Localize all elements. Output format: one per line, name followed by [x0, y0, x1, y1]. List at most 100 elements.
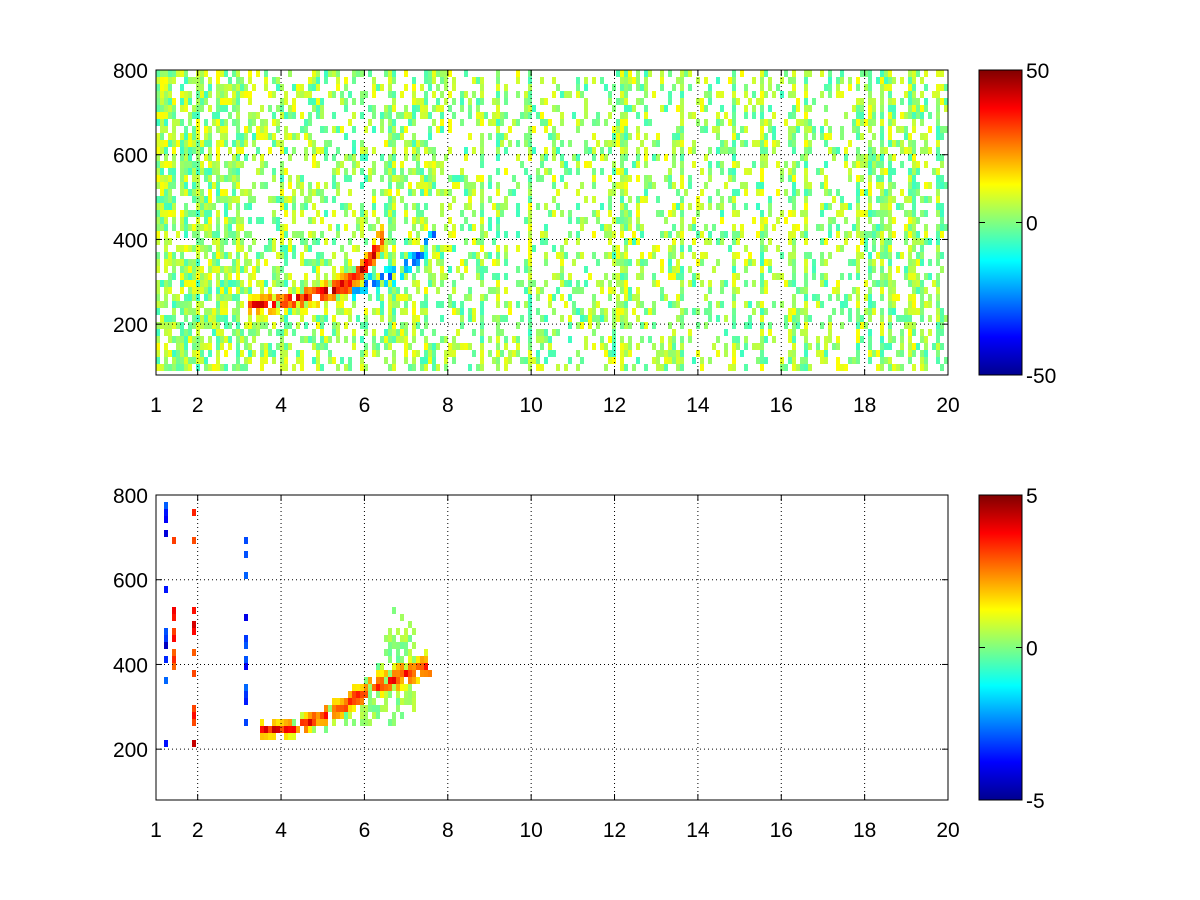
heatmap-cell	[360, 182, 364, 189]
heatmap-cell	[300, 308, 304, 315]
heatmap-cell	[172, 259, 176, 266]
heatmap-cell	[760, 154, 764, 161]
heatmap-cell	[692, 238, 696, 245]
heatmap-cell	[696, 308, 700, 315]
heatmap-cell	[880, 287, 884, 294]
heatmap-cell	[720, 301, 724, 308]
heatmap-cell	[392, 635, 396, 642]
heatmap-cell	[628, 210, 632, 217]
heatmap-cell	[440, 168, 444, 175]
heatmap-cell	[216, 245, 220, 252]
heatmap-cell	[228, 322, 232, 329]
heatmap-cell	[688, 266, 692, 273]
heatmap-cell	[340, 203, 344, 210]
heatmap-cell	[676, 77, 680, 84]
heatmap-cell	[504, 301, 508, 308]
heatmap-cell	[772, 301, 776, 308]
heatmap-cell	[868, 266, 872, 273]
heatmap-cell	[264, 70, 268, 77]
heatmap-cell	[300, 301, 304, 308]
heatmap-cell	[332, 315, 336, 322]
grid-lines-bottom	[156, 494, 948, 800]
heatmap-cell	[548, 168, 552, 175]
heatmap-cell	[620, 336, 624, 343]
heatmap-cell	[940, 210, 944, 217]
heatmap-cell	[416, 315, 420, 322]
heatmap-cell	[220, 343, 224, 350]
heatmap-cell	[184, 308, 188, 315]
heatmap-cell	[164, 516, 168, 523]
heatmap-cell	[892, 336, 896, 343]
heatmap-cell	[164, 642, 168, 649]
heatmap-cell	[192, 231, 196, 238]
heatmap-cell	[724, 140, 728, 147]
heatmap-cell	[796, 308, 800, 315]
heatmap-cell	[480, 210, 484, 217]
heatmap-cell	[908, 168, 912, 175]
heatmap-cell	[280, 238, 284, 245]
heatmap-cell	[592, 147, 596, 154]
heatmap-cell	[380, 691, 384, 698]
heatmap-cell	[912, 70, 916, 77]
heatmap-cell	[480, 245, 484, 252]
heatmap-cell	[744, 126, 748, 133]
heatmap-cell	[920, 105, 924, 112]
heatmap-cell	[720, 217, 724, 224]
heatmap-cell	[824, 140, 828, 147]
heatmap-cell	[472, 189, 476, 196]
heatmap-cell	[620, 161, 624, 168]
heatmap-cell	[172, 656, 176, 663]
heatmap-cell	[224, 224, 228, 231]
heatmap-cell	[452, 77, 456, 84]
heatmap-cell	[868, 308, 872, 315]
heatmap-cell	[584, 147, 588, 154]
heatmap-cell	[636, 357, 640, 364]
heatmap-cell	[632, 294, 636, 301]
heatmap-cell	[248, 259, 252, 266]
heatmap-cell	[720, 210, 724, 217]
heatmap-cell	[320, 712, 324, 719]
heatmap-cell	[272, 301, 276, 308]
heatmap-cell	[608, 112, 612, 119]
heatmap-cell	[516, 301, 520, 308]
heatmap-cell	[636, 294, 640, 301]
heatmap-cell	[392, 287, 396, 294]
heatmap-cell	[680, 343, 684, 350]
heatmap-cell	[404, 203, 408, 210]
heatmap-cell	[672, 329, 676, 336]
heatmap-cell	[416, 105, 420, 112]
heatmap-cell	[648, 70, 652, 77]
heatmap-cell	[464, 259, 468, 266]
heatmap-cell	[620, 196, 624, 203]
heatmap-cell	[552, 105, 556, 112]
heatmap-cell	[284, 91, 288, 98]
heatmap-cell	[408, 266, 412, 273]
heatmap-cell	[320, 322, 324, 329]
heatmap-cell	[668, 70, 672, 77]
heatmap-cell	[636, 238, 640, 245]
heatmap-cell	[220, 266, 224, 273]
heatmap-cell	[872, 210, 876, 217]
heatmap-cell	[172, 77, 176, 84]
heatmap-cell	[264, 357, 268, 364]
heatmap-cell	[760, 301, 764, 308]
heatmap-cell	[884, 238, 888, 245]
heatmap-cell	[936, 357, 940, 364]
heatmap-cell	[156, 147, 160, 154]
heatmap-cell	[416, 182, 420, 189]
heatmap-cell	[372, 252, 376, 259]
heatmap-cell	[572, 112, 576, 119]
heatmap-cell	[388, 70, 392, 77]
heatmap-cell	[856, 133, 860, 140]
heatmap-cell	[732, 357, 736, 364]
heatmap-cell	[860, 336, 864, 343]
heatmap-cell	[700, 189, 704, 196]
heatmap-cell	[852, 126, 856, 133]
heatmap-cell	[532, 280, 536, 287]
heatmap-cell	[180, 154, 184, 161]
heatmap-cell	[248, 350, 252, 357]
heatmap-cell	[412, 315, 416, 322]
heatmap-cell	[180, 98, 184, 105]
heatmap-cell	[164, 635, 168, 642]
heatmap-cell	[212, 315, 216, 322]
